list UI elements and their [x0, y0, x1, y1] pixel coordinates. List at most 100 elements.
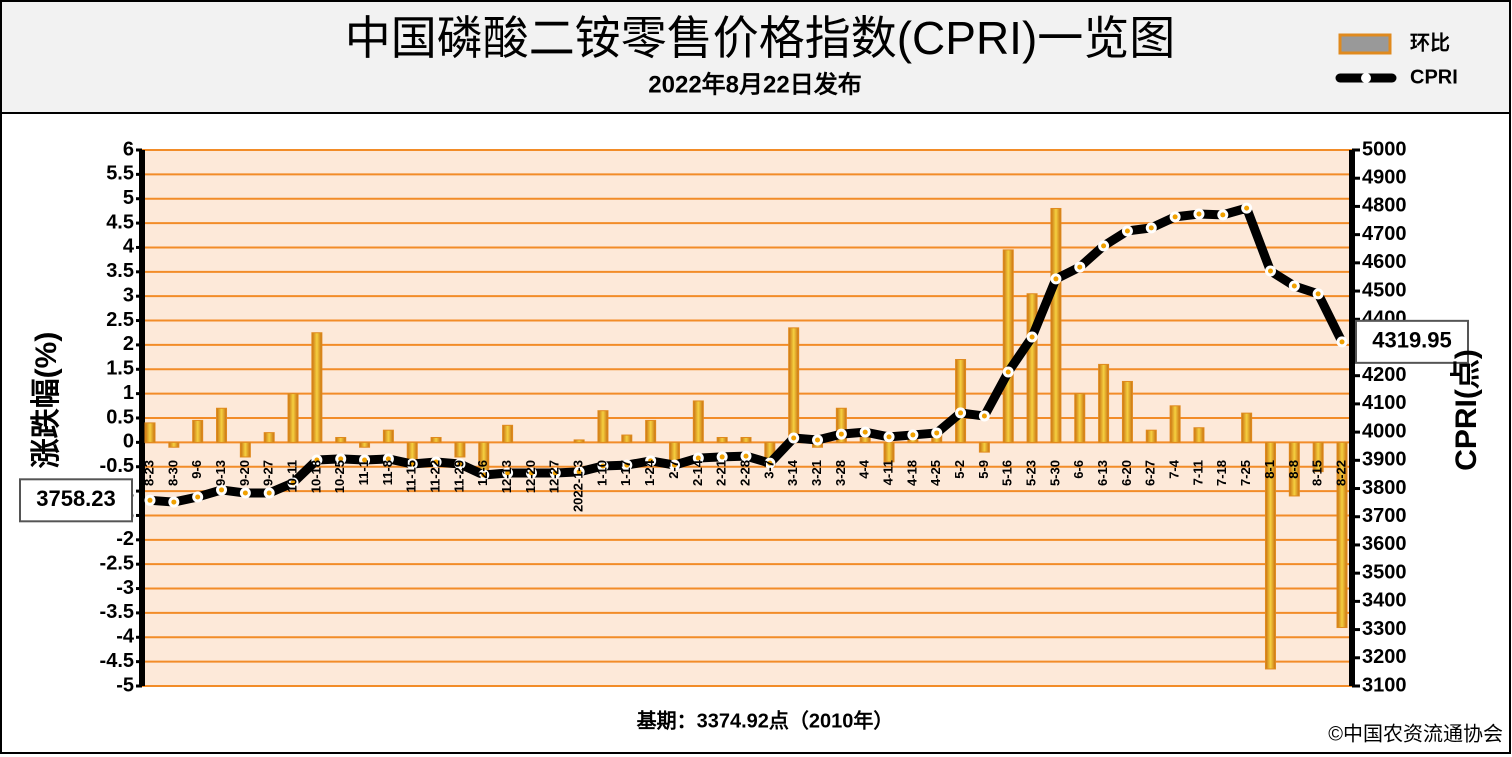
bar	[502, 424, 514, 443]
legend-label: CPRI	[1410, 66, 1458, 88]
cpri-point-core	[433, 459, 439, 465]
x-tick-label: 12-13	[499, 460, 514, 493]
x-tick-label: 2-28	[737, 460, 752, 486]
x-tick-label: 10-18	[308, 460, 323, 493]
cpri-point-core	[934, 430, 940, 436]
bar	[263, 432, 275, 443]
bar	[1002, 249, 1014, 443]
bar	[1098, 363, 1110, 443]
x-tick-label: 4-18	[904, 460, 919, 486]
x-tick-label: 7-4	[1167, 459, 1182, 479]
bar	[287, 393, 299, 443]
cpri-point-core	[314, 457, 320, 463]
bar	[645, 419, 657, 443]
cpri-point-core	[1029, 334, 1035, 340]
y-tick-label: -2.5	[100, 552, 134, 574]
bar	[1050, 207, 1062, 443]
y-tick-label: -4.5	[100, 650, 134, 672]
x-tick-label: 6-20	[1119, 460, 1134, 486]
x-tick-label: 2-14	[690, 459, 705, 486]
bar	[1241, 412, 1253, 443]
y-tick-label: 1	[123, 382, 134, 404]
y2-tick-label: 4200	[1362, 364, 1407, 386]
y-tick-label: -3	[116, 577, 134, 599]
y2-tick-label: 3900	[1362, 449, 1407, 471]
cpri-point-core	[1053, 276, 1059, 282]
cpri-point-core	[719, 454, 725, 460]
x-tick-label: 1-17	[618, 460, 633, 486]
chart-subtitle: 2022年8月22日发布	[648, 70, 861, 98]
y-tick-label: 5	[123, 187, 134, 209]
x-tick-label: 5-16	[1000, 460, 1015, 486]
bar	[597, 410, 609, 443]
legend: 环比 CPRI	[1335, 31, 1458, 88]
y-tick-label: -0.5	[100, 455, 134, 477]
bar	[1121, 380, 1133, 443]
x-tick-label: 3-14	[785, 459, 800, 486]
cpri-point-core	[1124, 228, 1130, 234]
cpri-point-core	[1077, 264, 1083, 270]
bar	[859, 436, 871, 443]
cpri-point-core	[910, 432, 916, 438]
bar	[740, 436, 752, 443]
x-tick-label: 2-7	[666, 460, 681, 479]
chart-title: 中国磷酸二铵零售价格指数(CPRI)一览图	[345, 12, 1176, 64]
y-tick-label: -2	[116, 528, 134, 550]
cpri-point-core	[385, 456, 391, 462]
value-label: 3758.23	[36, 486, 116, 511]
y2-tick-label: 4900	[1362, 166, 1407, 188]
cpri-point-core	[1220, 212, 1226, 218]
x-tick-label: 11-29	[451, 460, 466, 493]
cpri-point-core	[171, 499, 177, 505]
cpri-point-core	[219, 487, 225, 493]
legend-swatch	[1338, 33, 1392, 55]
cpri-point-core	[1172, 214, 1178, 220]
x-tick-label: 2022-1-3	[571, 460, 586, 512]
cpri-point-core	[552, 470, 558, 476]
y2-tick-label: 4800	[1362, 195, 1407, 217]
plot-area: -5-4.5-4-3.5-3-2.5-2-1.5-1-0.500.511.522…	[19, 138, 1469, 696]
value-label-box	[19, 478, 133, 523]
bar	[1336, 441, 1348, 629]
cpri-point-core	[886, 434, 892, 440]
y2-tick-label: 4600	[1362, 251, 1407, 273]
y2-tick-label: 4100	[1362, 392, 1407, 414]
bar	[144, 422, 156, 443]
bar	[359, 441, 371, 448]
y-tick-label: 0	[123, 431, 134, 453]
bar	[692, 400, 704, 443]
bar	[1074, 393, 1086, 443]
y-tick-label: 1.5	[106, 358, 134, 380]
cpri-point-core	[767, 460, 773, 466]
y2-tick-label: 3300	[1362, 618, 1407, 640]
cpri-point-core	[1267, 268, 1273, 274]
cpri-point-core	[195, 494, 201, 500]
cpri-point-core	[1339, 339, 1345, 345]
x-tick-label: 11-1	[356, 460, 371, 485]
x-tick-label: 10-25	[332, 460, 347, 493]
cpri-point-core	[1315, 291, 1321, 297]
cpri-point-core	[743, 453, 749, 459]
cpri-point-core	[338, 456, 344, 462]
x-tick-label: 3-21	[809, 460, 824, 486]
y-tick-label: 4	[123, 236, 135, 258]
x-tick-label: 4-4	[857, 459, 872, 479]
cpri-point-core	[958, 410, 964, 416]
y-tick-label: 0.5	[106, 406, 134, 428]
footnote: 基期：3374.92点（2010年）	[637, 708, 894, 732]
cpri-point-core	[981, 413, 987, 419]
bar	[1288, 441, 1300, 497]
x-tick-label: 12-6	[475, 460, 490, 486]
bar	[955, 359, 967, 443]
y-tick-label: 3.5	[106, 260, 134, 282]
cpri-point-core	[1148, 225, 1154, 231]
bar	[668, 441, 680, 463]
cpri-point-core	[648, 458, 654, 464]
cpri-point-core	[838, 431, 844, 437]
cpri-point-core	[290, 480, 296, 486]
x-tick-label: 8-22	[1333, 460, 1348, 486]
x-tick-label: 11-22	[428, 460, 443, 493]
bar	[1026, 293, 1038, 443]
cpri-point-core	[457, 461, 463, 467]
